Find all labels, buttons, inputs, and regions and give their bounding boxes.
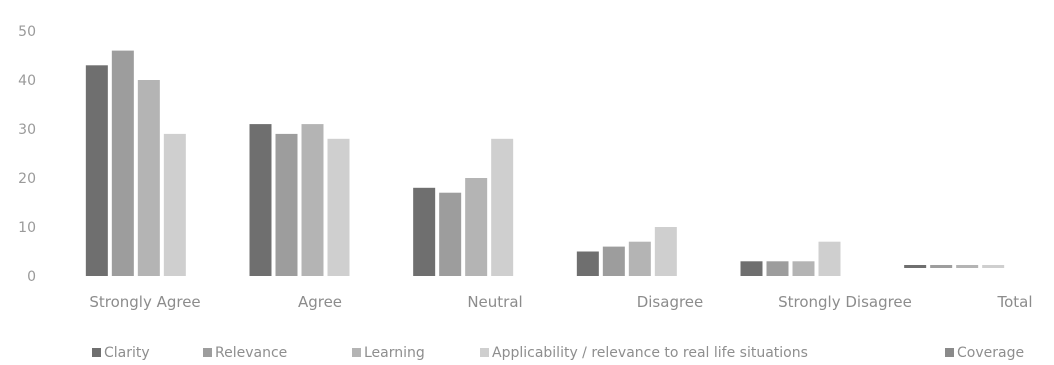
x-category-label: Total [996,293,1032,311]
legend-label: Clarity [104,345,150,361]
legend-swatch [480,348,489,357]
legend-item: Clarity [92,345,150,361]
legend-swatch [203,348,212,357]
bar-learning-strongly-agree [137,80,160,276]
y-tick-label: 0 [27,269,36,285]
bars [85,50,1005,276]
y-axis: 0 10 20 30 40 50 [18,24,36,285]
bar-relevance-neutral [439,192,462,276]
legend-item: Relevance [203,345,287,361]
legend-label: Relevance [215,345,287,361]
x-category-label: Agree [298,293,342,311]
total-marker-learning [956,265,979,268]
bar-applicability-relevance-to-real-life-situations-agree [327,138,350,276]
legend-item: Applicability / relevance to real life s… [480,345,808,361]
legend-swatch [352,348,361,357]
bar-applicability-relevance-to-real-life-situations-strongly-disagree [818,241,841,276]
y-tick-label: 10 [18,220,36,236]
legend-label: Learning [364,345,425,361]
bar-learning-disagree [628,241,651,276]
legend: Clarity Relevance Learning Applicability / … [92,345,1024,361]
total-marker-clarity [904,265,927,268]
bar-applicability-relevance-to-real-life-situations-neutral [491,138,514,276]
bar-relevance-agree [275,133,298,276]
bar-learning-strongly-disagree [792,261,815,276]
y-tick-label: 50 [18,24,36,40]
x-category-label: Strongly Disagree [778,293,912,311]
legend-swatch [945,348,954,357]
x-category-label: Strongly Agree [89,293,200,311]
legend-label: Coverage [957,345,1024,361]
bar-clarity-strongly-agree [85,65,108,276]
bar-clarity-agree [249,124,272,276]
x-category-label: Disagree [637,293,704,311]
bar-clarity-strongly-disagree [740,261,763,276]
bar-applicability-relevance-to-real-life-situations-strongly-agree [163,133,186,276]
y-tick-label: 20 [18,171,36,187]
bar-relevance-strongly-disagree [766,261,789,276]
bar-clarity-disagree [576,251,599,276]
y-tick-label: 40 [18,73,36,89]
total-marker-relevance [930,265,953,268]
legend-label: Applicability / relevance to real life s… [492,345,808,361]
total-marker-applicability-relevance-to-real-life-situations [982,265,1005,268]
bar-relevance-strongly-agree [111,50,134,276]
x-category-label: Neutral [467,293,522,311]
legend-item: Coverage [945,345,1024,361]
x-axis: Strongly Agree Agree Neutral Disagree Strong… [89,293,1032,311]
bar-relevance-disagree [602,246,625,276]
bar-learning-neutral [465,178,488,276]
legend-swatch [92,348,101,357]
y-tick-label: 30 [18,122,36,138]
bar-learning-agree [301,124,324,276]
legend-item: Learning [352,345,425,361]
bar-clarity-neutral [413,187,436,276]
bar-applicability-relevance-to-real-life-situations-disagree [654,227,677,276]
